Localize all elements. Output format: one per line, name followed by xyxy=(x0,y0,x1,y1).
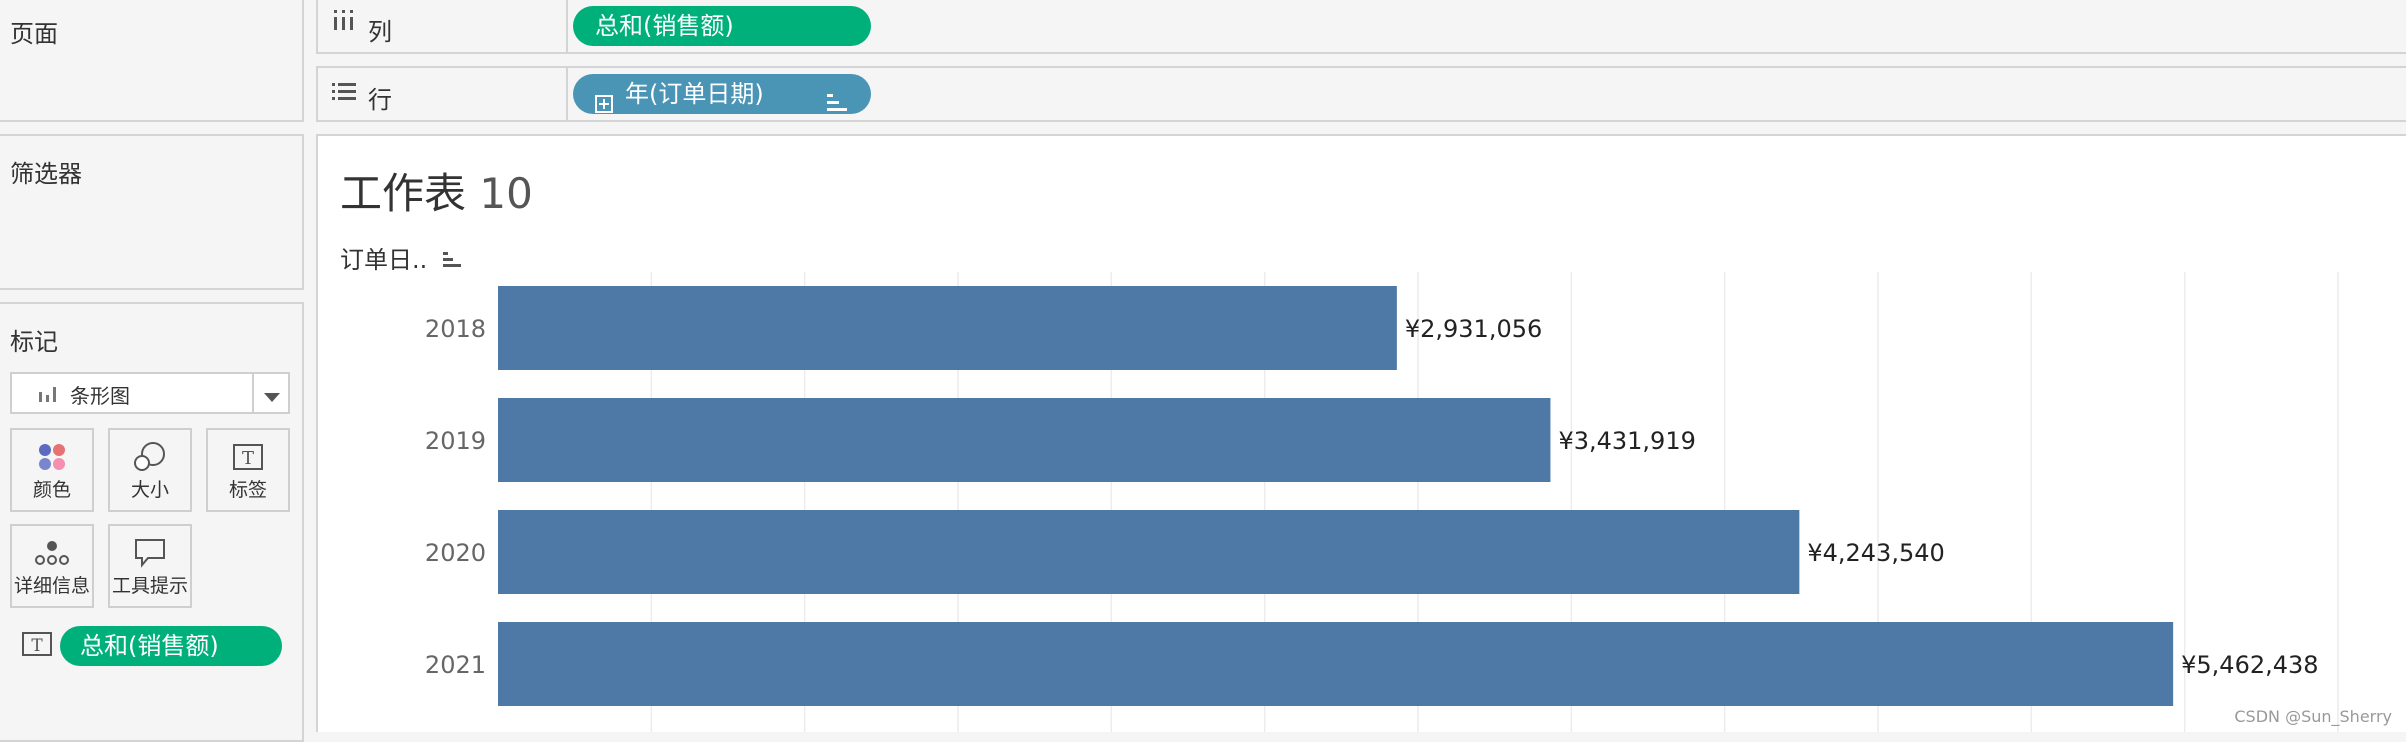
svg-text:T: T xyxy=(242,448,254,469)
filters-title: 筛选器 xyxy=(10,160,82,188)
color-button-label: 颜色 xyxy=(32,479,71,501)
bar-2021[interactable] xyxy=(498,622,2174,706)
dropdown-divider xyxy=(252,374,254,412)
tooltip-button-label: 工具提示 xyxy=(111,575,188,597)
mark-type-label: 条形图 xyxy=(70,384,130,408)
worksheet-title: 工作表 10 xyxy=(340,160,533,221)
worksheet-title-text: 工作表 xyxy=(340,169,467,218)
tooltip-button[interactable]: 工具提示 xyxy=(108,524,192,608)
marks-panel: 标记 xyxy=(0,302,304,742)
worksheet-title-number: 10 xyxy=(479,169,533,218)
color-button[interactable]: 颜色 xyxy=(10,428,94,512)
mark-type-dropdown[interactable]: 条形图 xyxy=(10,372,290,414)
rows-shelf[interactable]: 行 年(订单日期) xyxy=(316,66,2406,122)
rows-label: 行 xyxy=(368,86,392,114)
category-label-2021: 2021 xyxy=(425,651,486,679)
bar-chart: 2018 ¥2,931,056 2019 ¥3,431,919 2020 ¥4,243,5… xyxy=(425,272,2339,732)
columns-pill[interactable]: 总和(销售额) xyxy=(573,6,871,46)
marks-title: 标记 xyxy=(10,328,58,356)
label-field-pill[interactable]: 总和(销售额) xyxy=(60,626,282,666)
bar-chart-icon xyxy=(38,384,58,406)
category-label-2018: 2018 xyxy=(425,315,486,343)
columns-icon xyxy=(332,8,356,39)
row-header[interactable]: 订单日.. xyxy=(340,240,463,275)
pages-panel[interactable]: 页面 xyxy=(0,0,304,122)
chevron-down-icon xyxy=(264,388,280,407)
size-button-label: 大小 xyxy=(130,479,169,501)
columns-label: 列 xyxy=(368,18,392,46)
columns-pill-text: 总和(销售额) xyxy=(595,12,734,40)
size-circles-icon xyxy=(110,440,190,474)
watermark: CSDN @Sun_Sherry xyxy=(2234,707,2392,726)
category-label-2019: 2019 xyxy=(425,427,486,455)
rows-pill[interactable]: 年(订单日期) xyxy=(573,74,871,114)
text-label-icon: T xyxy=(208,440,288,474)
filters-panel[interactable]: 筛选器 xyxy=(0,134,304,290)
bar-2018[interactable] xyxy=(498,286,1397,370)
detail-button-label: 详细信息 xyxy=(13,575,90,597)
row-header-label: 订单日.. xyxy=(340,246,428,274)
detail-dots-icon xyxy=(12,536,92,570)
label-button-label: 标签 xyxy=(228,479,267,501)
bar-2019[interactable] xyxy=(498,398,1551,482)
sort-icon[interactable] xyxy=(442,247,463,275)
rows-icon xyxy=(332,80,356,110)
rows-pill-text: 年(订单日期) xyxy=(625,80,764,108)
value-label-2019: ¥3,431,919 xyxy=(1558,427,1695,455)
tooltip-bubble-icon xyxy=(110,536,190,570)
value-label-2021: ¥5,462,438 xyxy=(2181,651,2318,679)
sort-descending-icon[interactable] xyxy=(827,84,849,124)
bar-2020[interactable] xyxy=(498,510,1800,594)
size-button[interactable]: 大小 xyxy=(108,428,192,512)
text-field-icon: T xyxy=(22,632,52,660)
value-label-2020: ¥4,243,540 xyxy=(1807,539,1944,567)
value-label-2018: ¥2,931,056 xyxy=(1405,315,1542,343)
svg-text:T: T xyxy=(31,636,43,656)
pages-title: 页面 xyxy=(10,20,58,48)
label-field-text: 总和(销售额) xyxy=(80,632,219,660)
label-button[interactable]: T 标签 xyxy=(206,428,290,512)
category-label-2020: 2020 xyxy=(425,539,486,567)
detail-button[interactable]: 详细信息 xyxy=(10,524,94,608)
color-dots-icon xyxy=(12,440,92,474)
expand-plus-icon[interactable] xyxy=(595,85,613,125)
worksheet-view: 工作表 10 订单日.. 2018 ¥2,931,056 2019 ¥3,431,91… xyxy=(316,134,2406,732)
columns-shelf[interactable]: 列 总和(销售额) xyxy=(316,0,2406,54)
